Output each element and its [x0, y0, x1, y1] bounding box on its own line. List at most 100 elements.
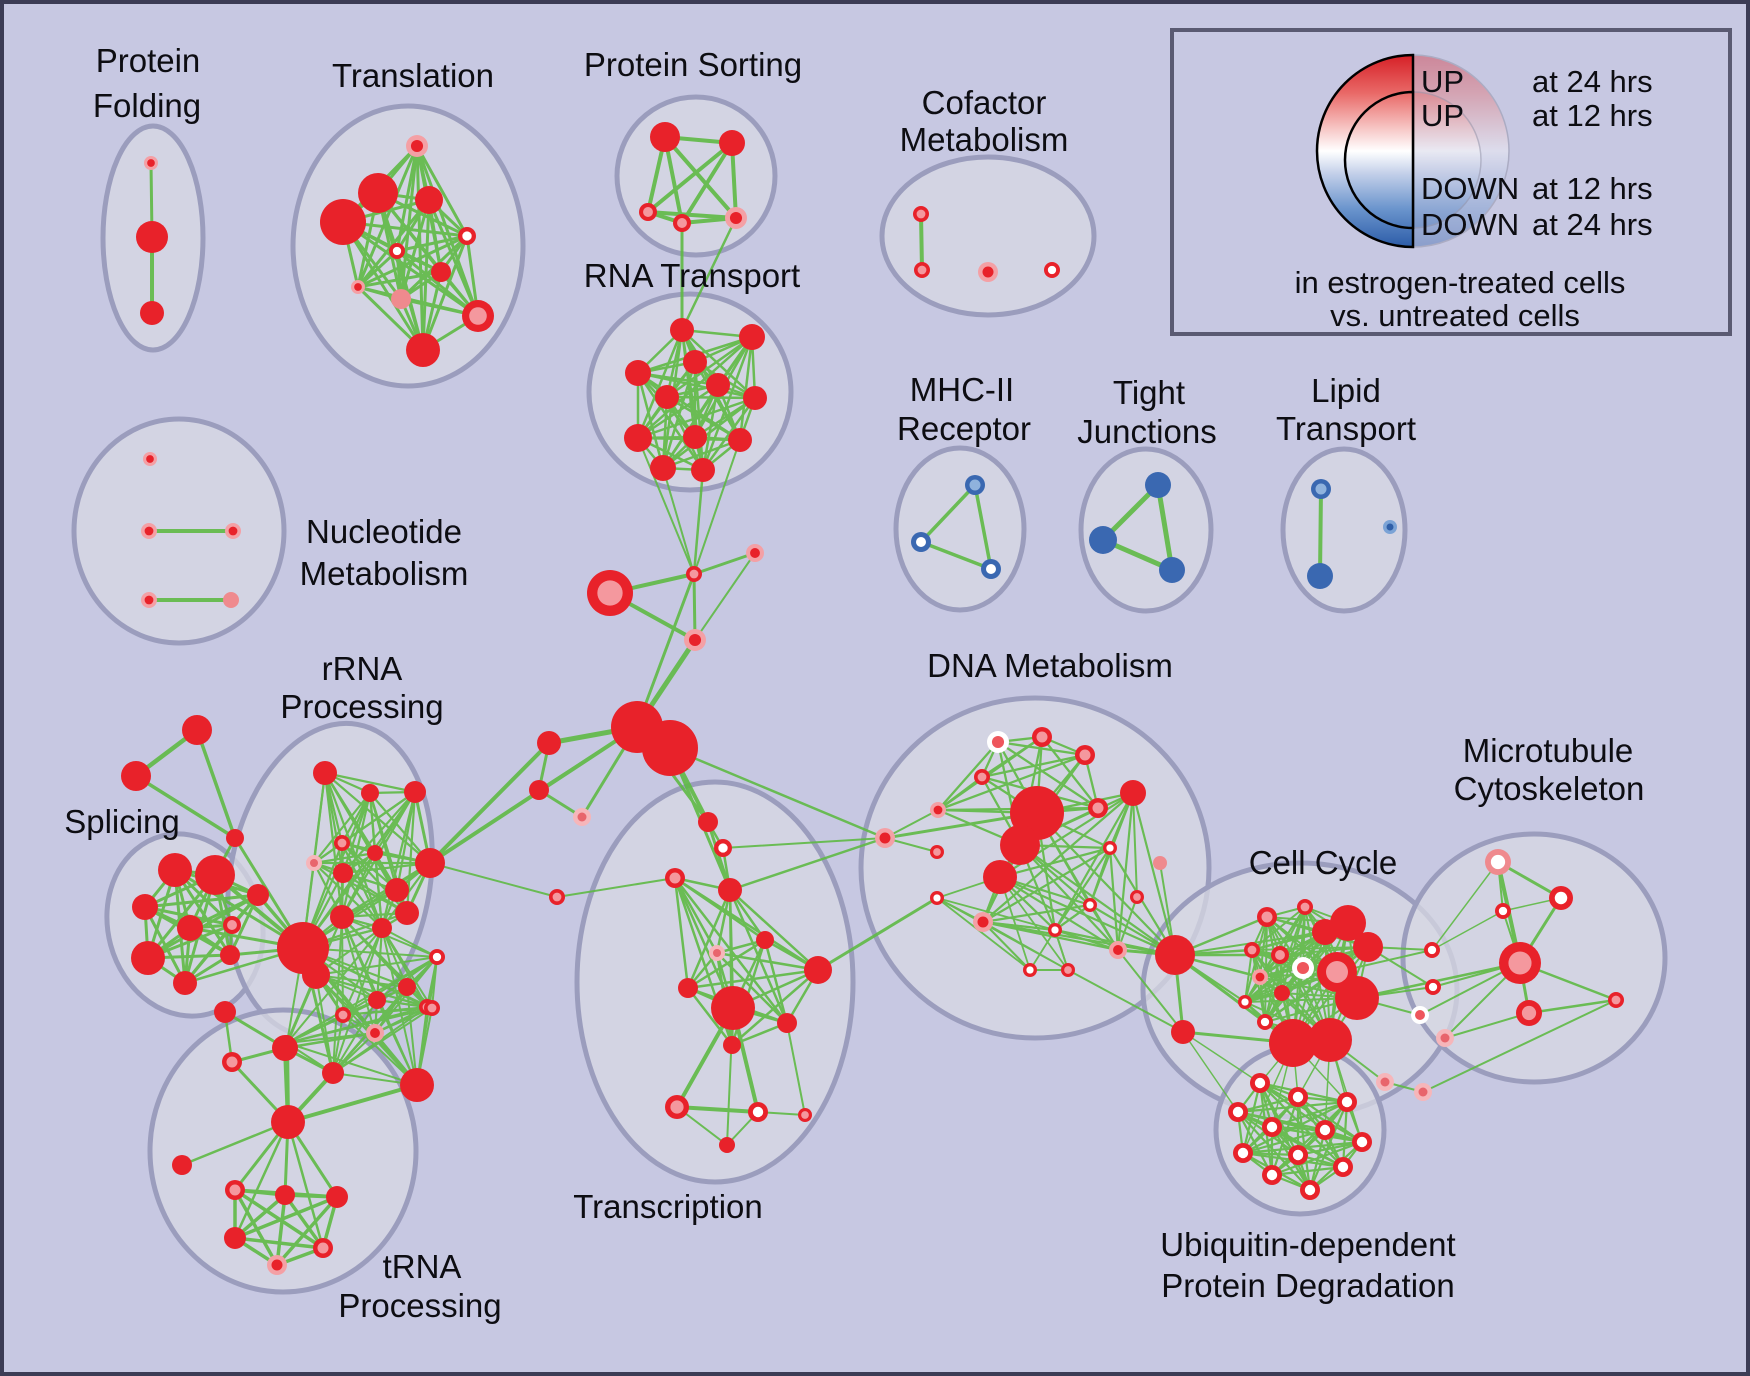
edge [982, 921, 1069, 971]
node-tx1 [698, 812, 718, 832]
node-outer [625, 360, 651, 386]
node-outer [743, 386, 767, 410]
node-outer [330, 905, 354, 929]
edge [661, 396, 757, 470]
node-outer [131, 941, 165, 975]
edge [428, 741, 551, 865]
node-sp4 [177, 915, 203, 941]
node-inner [144, 526, 154, 536]
node-inner [729, 211, 743, 225]
node-outer [678, 978, 698, 998]
node-outer [391, 289, 411, 309]
node-inner [1296, 961, 1310, 975]
node-inner [991, 735, 1005, 749]
node-inner [1498, 906, 1508, 916]
node-rt6 [655, 385, 679, 409]
edge [1173, 953, 1295, 1045]
cluster-label-trna-processing-0: tRNA [383, 1248, 462, 1285]
node-ub3 [1337, 1092, 1357, 1112]
edge [1444, 1012, 1530, 1039]
node-outer [367, 845, 383, 861]
node-inner [228, 526, 238, 536]
legend-direction-0: UP [1421, 64, 1464, 99]
node-sp8 [220, 945, 240, 965]
edge [286, 1083, 419, 1124]
node-inner [670, 1100, 684, 1114]
edge [233, 1120, 290, 1240]
cluster-label-tight-junctions-1: Junctions [1077, 413, 1216, 450]
edge [1182, 1031, 1261, 1084]
legend-time-3: at 24 hrs [1532, 207, 1653, 242]
edge [1244, 949, 1253, 1003]
edge [636, 371, 705, 472]
node-rr18 [335, 1007, 351, 1023]
node-dm13 [973, 912, 993, 932]
edge [981, 846, 1112, 924]
node-dm16 [1048, 923, 1062, 937]
edge [1117, 949, 1184, 1033]
node-ub11 [1262, 1165, 1282, 1185]
node-sp2 [195, 855, 235, 895]
node-sp1 [158, 853, 192, 887]
edge [982, 921, 1031, 971]
edge [1259, 946, 1369, 978]
node-outer [177, 915, 203, 941]
edge [646, 141, 734, 214]
node-tr7 [326, 1186, 348, 1208]
edge [1054, 929, 1069, 971]
edge [665, 395, 742, 442]
node-tl1 [406, 135, 428, 157]
edge [1270, 1165, 1345, 1177]
node-dm18 [1061, 963, 1075, 977]
node-tx11 [665, 1095, 689, 1119]
edge [673, 876, 719, 955]
node-inner [986, 564, 996, 574]
node-inner [597, 580, 623, 606]
node-outer [172, 1155, 192, 1175]
edge [275, 1195, 339, 1267]
edge [332, 916, 343, 1074]
edge [692, 572, 697, 642]
cluster-label-cell-cycle-0: Cell Cycle [1249, 844, 1398, 881]
edge [180, 1120, 290, 1167]
cluster-ellipse-protein-sorting [614, 94, 778, 258]
node-inner [1415, 1010, 1425, 1020]
node-outer [404, 781, 426, 803]
node-cc6 [1244, 942, 1260, 958]
edge [668, 746, 887, 840]
cluster-label-microtubule-cytoskeleton-1: Cytoskeleton [1454, 770, 1645, 807]
edge [356, 270, 443, 289]
node-inner [933, 848, 941, 856]
node-dmX [1155, 935, 1195, 975]
node-outer [718, 878, 742, 902]
edge [726, 1007, 734, 1146]
node-outer [1353, 932, 1383, 962]
edge [692, 551, 757, 576]
node-outer [655, 385, 679, 409]
node-tx6 [709, 945, 725, 961]
node-dm7 [930, 845, 944, 859]
node-ub9 [1288, 1145, 1308, 1165]
node-tr8 [224, 1227, 246, 1249]
node-outer [723, 1036, 741, 1054]
edge [1355, 961, 1522, 1000]
edge [341, 220, 480, 318]
node-outer [642, 720, 698, 776]
node-outer [719, 130, 745, 156]
node-outer [322, 1062, 344, 1084]
node-outer [275, 1185, 295, 1205]
edge [342, 927, 383, 1016]
node-tx10 [723, 1036, 741, 1054]
cluster-label-protein-folding-1: Folding [93, 87, 201, 124]
node-inner [916, 209, 926, 219]
edge [233, 1236, 325, 1250]
edge [998, 846, 1112, 879]
node-cc15 [1414, 1083, 1432, 1101]
edge [1182, 1031, 1239, 1113]
node-rr20 [424, 1000, 440, 1016]
node-inner [982, 266, 994, 278]
edge [323, 771, 344, 919]
node-outer [728, 428, 752, 452]
edge [1236, 1095, 1300, 1114]
node-inner [354, 283, 362, 291]
